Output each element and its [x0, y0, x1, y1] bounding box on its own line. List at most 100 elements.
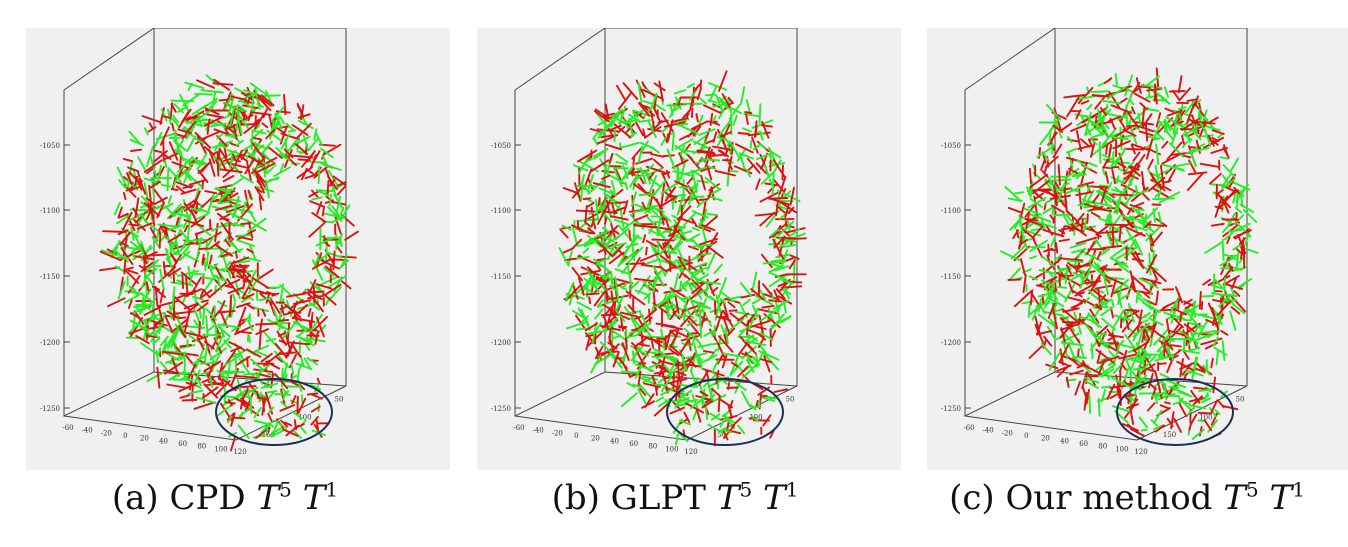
vessel-segment-green [285, 122, 294, 131]
vessel-segment-green [166, 167, 170, 192]
vessel-segment-red [773, 388, 789, 393]
vessel-segment-red [585, 333, 595, 338]
vessel-segment-red [1199, 162, 1220, 168]
vessel-segment-red [674, 295, 680, 314]
vessel-segment-green [114, 265, 124, 272]
vessel-segment-green [1221, 238, 1225, 262]
vessel-segment-green [632, 383, 643, 389]
vessel-segment-red [1081, 110, 1102, 124]
vessel-segment-red [1040, 160, 1046, 171]
vessel-segment-green [1212, 336, 1219, 347]
vessel-segment-green [1069, 242, 1087, 249]
vessel-segment-green [680, 283, 688, 292]
back-right-wall [1054, 28, 1248, 387]
vessel-segment-red [1146, 254, 1158, 274]
vessel-segment-red [696, 87, 702, 101]
vessel-segment-green [307, 137, 319, 152]
vessel-segment-green [240, 296, 250, 303]
vessel-segment-red [156, 366, 161, 389]
vessel-segment-green [230, 241, 241, 254]
vessel-segment-green [621, 281, 629, 289]
vessel-segment-green [668, 358, 678, 376]
vessel-segment-green [172, 114, 180, 124]
vessel-segment-red [143, 159, 163, 173]
vessel-segment-red [190, 216, 206, 228]
vessel-segment-red [175, 217, 180, 227]
vessel-segment-green [1229, 285, 1236, 297]
vessel-segment-green [626, 246, 644, 265]
vessel-segment-red [571, 224, 592, 235]
vessel-segment-green [254, 350, 270, 358]
vessel-segment-green [1190, 312, 1211, 319]
vessel-segment-green [216, 133, 224, 140]
vessel-segment-red [163, 115, 172, 119]
vessel-segment-green [1028, 275, 1038, 281]
vessel-segment-green [199, 203, 203, 212]
vessel-segment-red [225, 204, 248, 214]
vessel-segment-green [582, 247, 590, 254]
vessel-segment-green [1166, 394, 1180, 398]
vessel-segment-red [1095, 324, 1109, 338]
vessel-segment-red [153, 149, 163, 154]
vessel-segment-red [1050, 204, 1065, 214]
vessel-segment-green [704, 281, 722, 285]
vessel-segment-green [171, 117, 180, 127]
vessel-segment-red [1210, 411, 1219, 426]
vessel-segment-green [613, 167, 623, 188]
vessel-segment-red [214, 158, 220, 168]
vessel-segment-red [701, 201, 707, 224]
vessel-segment-green [310, 384, 322, 391]
vessel-segment-red [1106, 383, 1116, 400]
vessel-segment-red [1171, 306, 1188, 316]
vessel-segment-green [143, 182, 149, 199]
vessel-segment-green [1140, 84, 1163, 89]
vessel-segment-green [191, 104, 208, 116]
vessel-segment-red [122, 191, 127, 201]
vessel-segment-green [1177, 106, 1187, 111]
vessel-segment-red [1126, 423, 1134, 430]
vessel-segment-red [709, 112, 714, 126]
vessel-segment-red [1136, 309, 1143, 332]
vessel-segment-green [1071, 355, 1082, 359]
vessel-segment-green [1067, 136, 1073, 143]
vessel-segment-red [670, 330, 678, 338]
vessel-segment-red [1075, 262, 1081, 272]
vessel-segment-red [316, 377, 321, 385]
vessel-segment-green [591, 321, 598, 345]
vessel-segment-green [1101, 153, 1114, 161]
vessel-segment-green [1142, 351, 1146, 363]
vessel-segment-red [258, 195, 263, 211]
vessel-segment-red [162, 139, 165, 163]
vessel-segment-green [267, 422, 275, 428]
vessel-segment-red [584, 322, 598, 332]
vessel-segment-green [300, 426, 307, 434]
vessel-segment-green [691, 226, 700, 232]
vessel-segment-green [707, 382, 714, 401]
vessel-segment-red [1131, 143, 1151, 152]
vessel-segment-red [322, 292, 337, 306]
vessel-segment-red [1067, 296, 1087, 303]
vessel-segment-green [167, 108, 172, 125]
vessel-segment-red [1163, 341, 1166, 357]
vessel-segment-red [311, 189, 319, 198]
vessel-segment-green [1037, 298, 1043, 313]
vessel-segment-green [144, 259, 160, 274]
vessel-segment-green [201, 305, 206, 326]
vessel-segment-green [604, 320, 618, 333]
vessel-segment-red [1122, 128, 1137, 137]
vessel-segment-red [612, 206, 627, 213]
vessel-segment-green [223, 101, 244, 113]
vessel-segment-red [222, 175, 235, 183]
vessel-segment-red [683, 274, 691, 281]
vessel-segment-green [1093, 261, 1103, 275]
vessel-segment-red [309, 200, 326, 208]
vessel-segment-green [681, 353, 687, 371]
vessel-segment-green [240, 174, 254, 184]
vessel-segment-green [777, 220, 795, 237]
vessel-segment-green [1162, 332, 1173, 342]
vessel-segment-green [132, 169, 137, 178]
vessel-segment-red [193, 401, 216, 410]
vessel-segment-green [673, 273, 679, 290]
vessel-segment-green [704, 176, 721, 191]
vessel-segment-red [130, 312, 143, 321]
